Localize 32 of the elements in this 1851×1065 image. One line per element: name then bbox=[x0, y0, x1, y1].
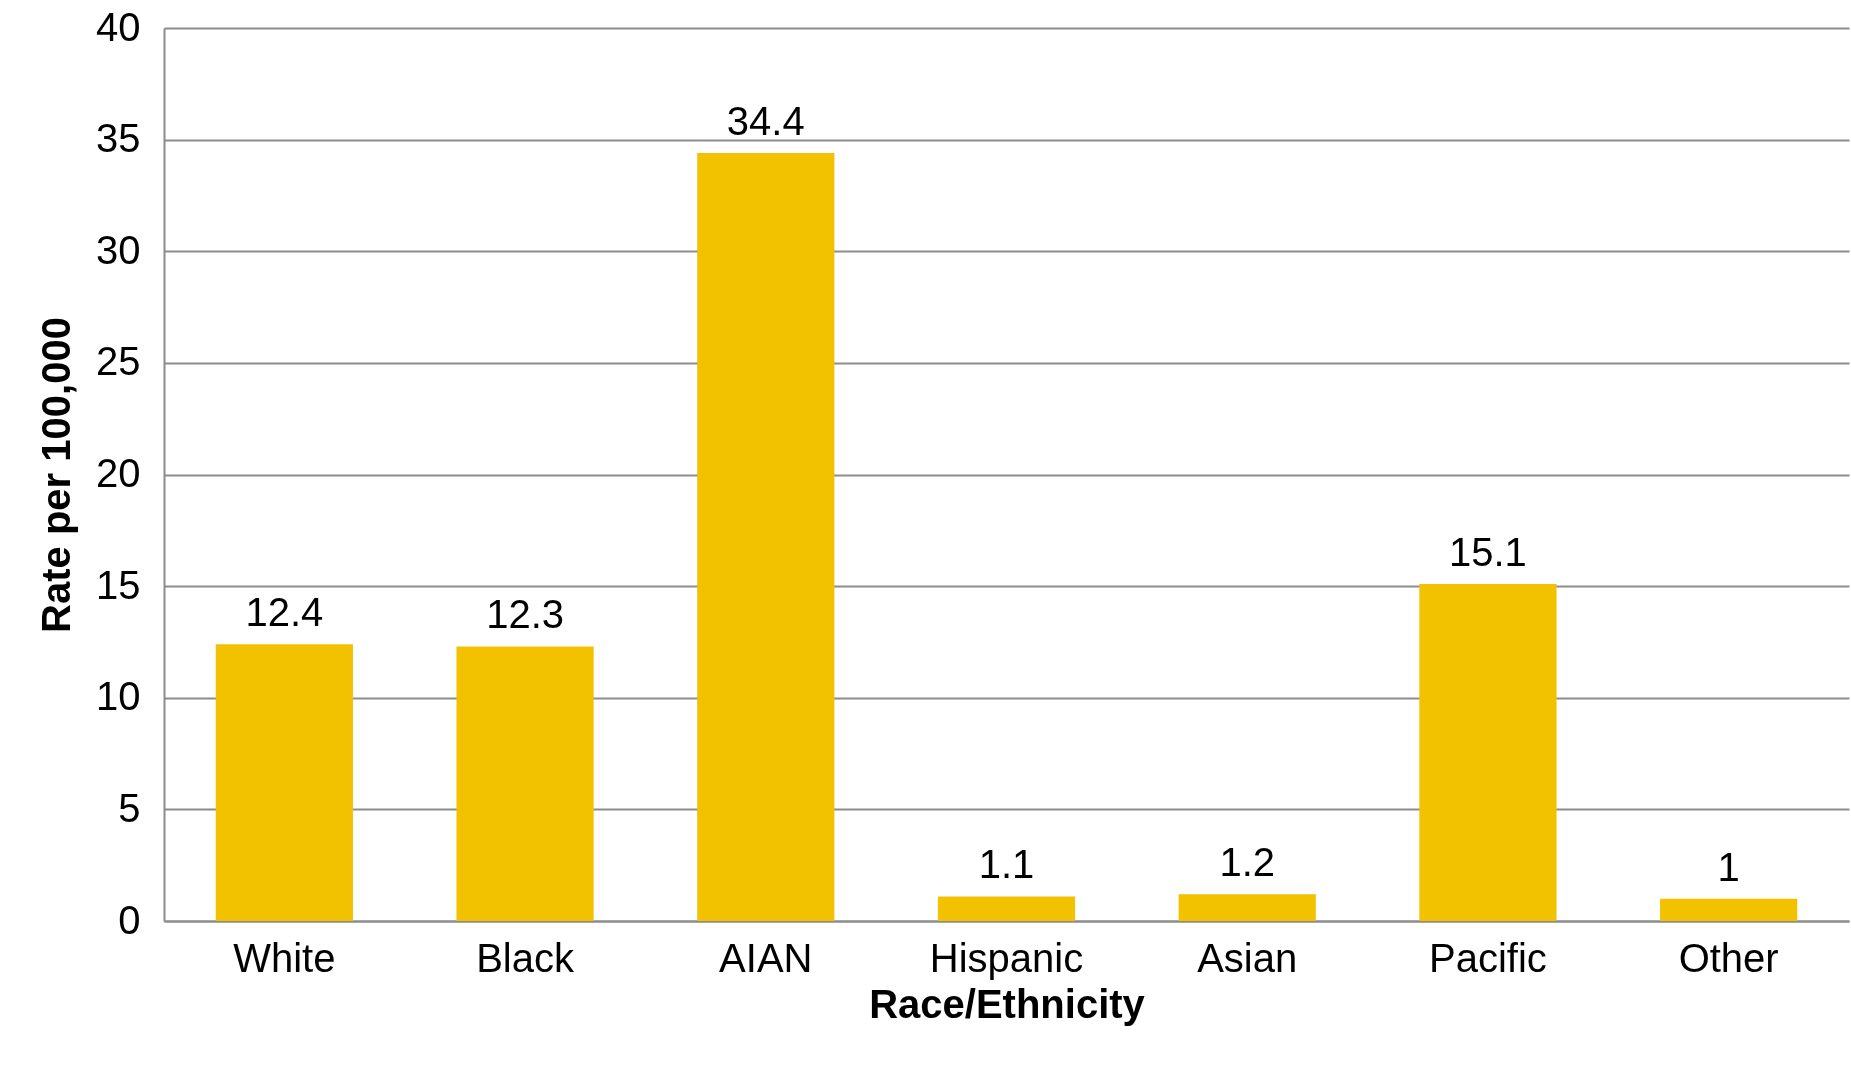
y-tick-label: 10 bbox=[96, 674, 141, 719]
bar bbox=[1419, 583, 1557, 921]
y-tick-label: 40 bbox=[96, 4, 141, 49]
y-axis-title: Rate per 100,000 bbox=[34, 317, 79, 633]
x-tick-label: Asian bbox=[1197, 935, 1298, 980]
y-tick-label: 20 bbox=[96, 451, 141, 495]
x-tick-label: Pacific bbox=[1429, 935, 1547, 980]
y-tick-label: 0 bbox=[118, 897, 141, 942]
y-tick-label: 5 bbox=[118, 785, 141, 830]
data-label: 12.4 bbox=[245, 590, 324, 635]
data-label: 1.2 bbox=[1219, 840, 1276, 885]
bar bbox=[697, 153, 835, 921]
bar bbox=[937, 896, 1076, 921]
bar bbox=[215, 644, 353, 921]
data-label: 1 bbox=[1717, 844, 1740, 889]
bar bbox=[1660, 898, 1798, 921]
x-tick-label: AIAN bbox=[719, 935, 813, 980]
data-label: 15.1 bbox=[1449, 529, 1527, 574]
data-label: 34.4 bbox=[726, 99, 805, 144]
y-tick-label: 30 bbox=[96, 227, 141, 272]
x-tick-label: Black bbox=[476, 935, 575, 980]
x-tick-label: Other bbox=[1678, 935, 1779, 980]
x-axis-title: Race/Ethnicity bbox=[869, 981, 1146, 1026]
x-tick-label: White bbox=[233, 935, 336, 980]
x-tick-label: Hispanic bbox=[929, 935, 1084, 980]
data-label: 1.1 bbox=[978, 842, 1035, 887]
bar bbox=[456, 646, 594, 921]
y-tick-label: 35 bbox=[96, 116, 141, 161]
data-label: 12.3 bbox=[486, 592, 564, 637]
y-tick-label: 15 bbox=[96, 562, 141, 607]
y-tick-label: 25 bbox=[96, 339, 141, 384]
bar bbox=[1178, 894, 1316, 921]
